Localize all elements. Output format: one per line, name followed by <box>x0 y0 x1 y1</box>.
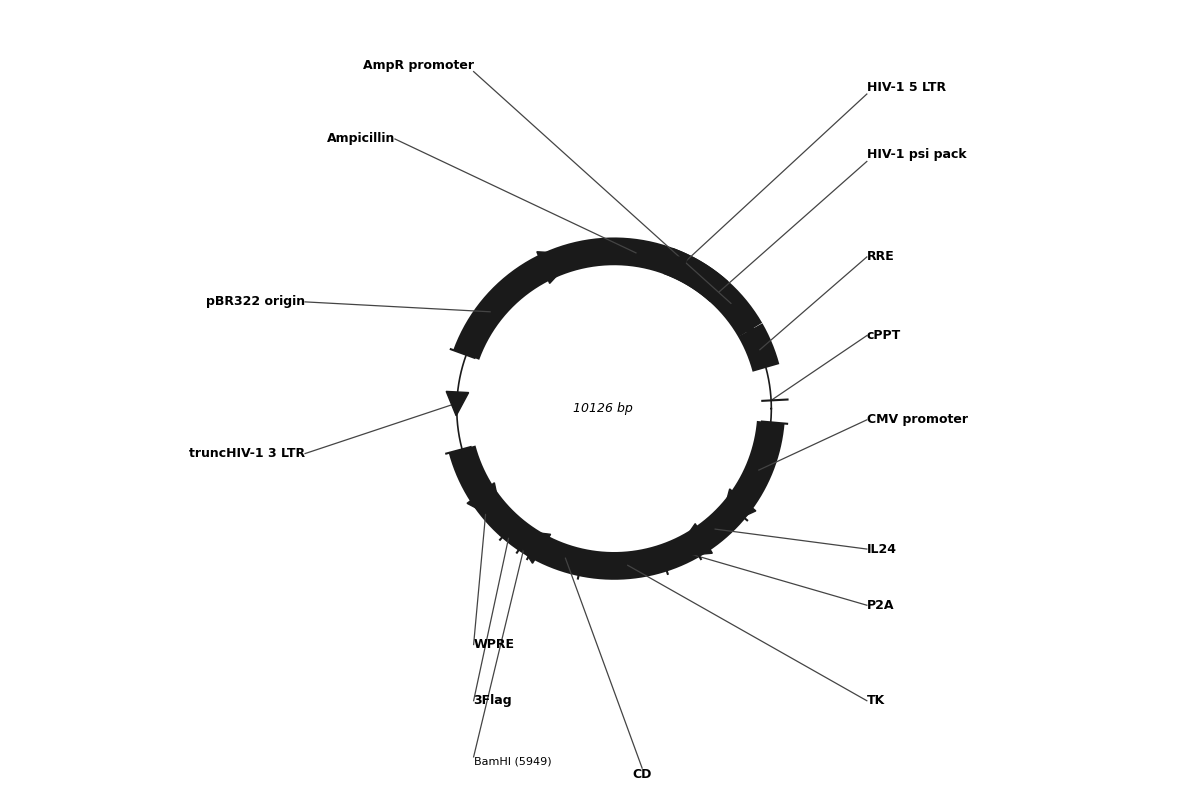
Text: pBR322 origin: pBR322 origin <box>206 295 305 309</box>
Polygon shape <box>720 489 756 528</box>
Text: CMV promoter: CMV promoter <box>866 413 968 426</box>
Text: IL24: IL24 <box>866 542 896 555</box>
Polygon shape <box>499 515 529 542</box>
Text: Ampicillin: Ampicillin <box>326 132 395 146</box>
Polygon shape <box>511 530 551 563</box>
Text: CD: CD <box>632 768 652 781</box>
Text: cPPT: cPPT <box>866 329 901 342</box>
Polygon shape <box>536 251 577 284</box>
Text: RRE: RRE <box>866 251 894 264</box>
Polygon shape <box>748 323 768 350</box>
Text: HIV-1 psi pack: HIV-1 psi pack <box>866 148 966 161</box>
Text: P2A: P2A <box>866 599 894 612</box>
Text: 10126 bp: 10126 bp <box>572 402 632 415</box>
Text: BamHI (5949): BamHI (5949) <box>474 757 551 767</box>
Polygon shape <box>467 483 503 522</box>
Text: TK: TK <box>866 694 886 707</box>
Text: HIV-1 5 LTR: HIV-1 5 LTR <box>866 81 946 94</box>
Polygon shape <box>446 392 469 416</box>
Polygon shape <box>672 524 713 557</box>
Text: AmpR promoter: AmpR promoter <box>362 59 474 72</box>
Polygon shape <box>661 257 688 277</box>
Text: truncHIV-1 3 LTR: truncHIV-1 3 LTR <box>188 447 305 460</box>
Text: WPRE: WPRE <box>474 638 515 651</box>
Text: 3Flag: 3Flag <box>474 694 512 707</box>
